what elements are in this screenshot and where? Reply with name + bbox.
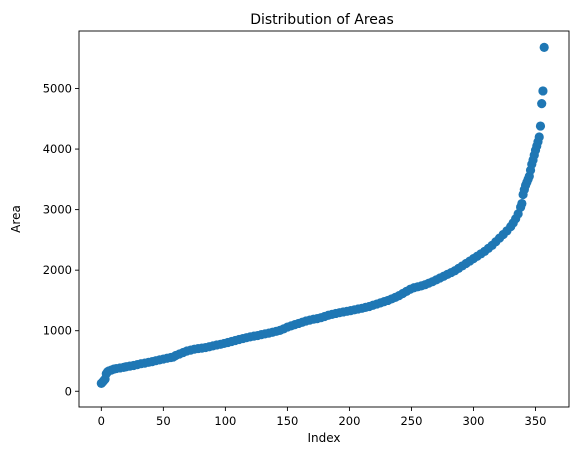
y-tick-label: 0	[65, 384, 72, 398]
y-tick-label: 1000	[43, 324, 72, 338]
y-tick-label: 5000	[43, 82, 72, 96]
x-tick-label: 200	[338, 414, 360, 428]
x-tick-label: 350	[525, 414, 547, 428]
y-tick-label: 2000	[43, 263, 72, 277]
x-tick-label: 100	[214, 414, 236, 428]
x-tick-label: 250	[400, 414, 422, 428]
y-tick-label: 4000	[43, 142, 72, 156]
x-tick-label: 0	[98, 414, 105, 428]
data-point	[537, 99, 547, 109]
y-axis-ticks: 0 1000 2000 3000 4000 5000	[43, 82, 79, 398]
x-tick-label: 50	[156, 414, 171, 428]
data-point	[539, 42, 549, 52]
x-tick-label: 300	[463, 414, 485, 428]
data-points	[96, 42, 549, 388]
x-axis-label: Index	[307, 431, 340, 445]
data-point	[517, 198, 527, 209]
x-tick-label: 150	[276, 414, 298, 428]
data-point	[534, 132, 544, 142]
chart-title: Distribution of Areas	[250, 12, 394, 28]
plot-frame	[78, 30, 570, 408]
data-point	[538, 86, 548, 96]
data-point	[535, 121, 546, 131]
x-axis-ticks: 0 50 100 150 200 250 300 350	[98, 407, 547, 428]
y-tick-label: 3000	[43, 203, 72, 217]
y-axis-label: Area	[9, 205, 23, 233]
